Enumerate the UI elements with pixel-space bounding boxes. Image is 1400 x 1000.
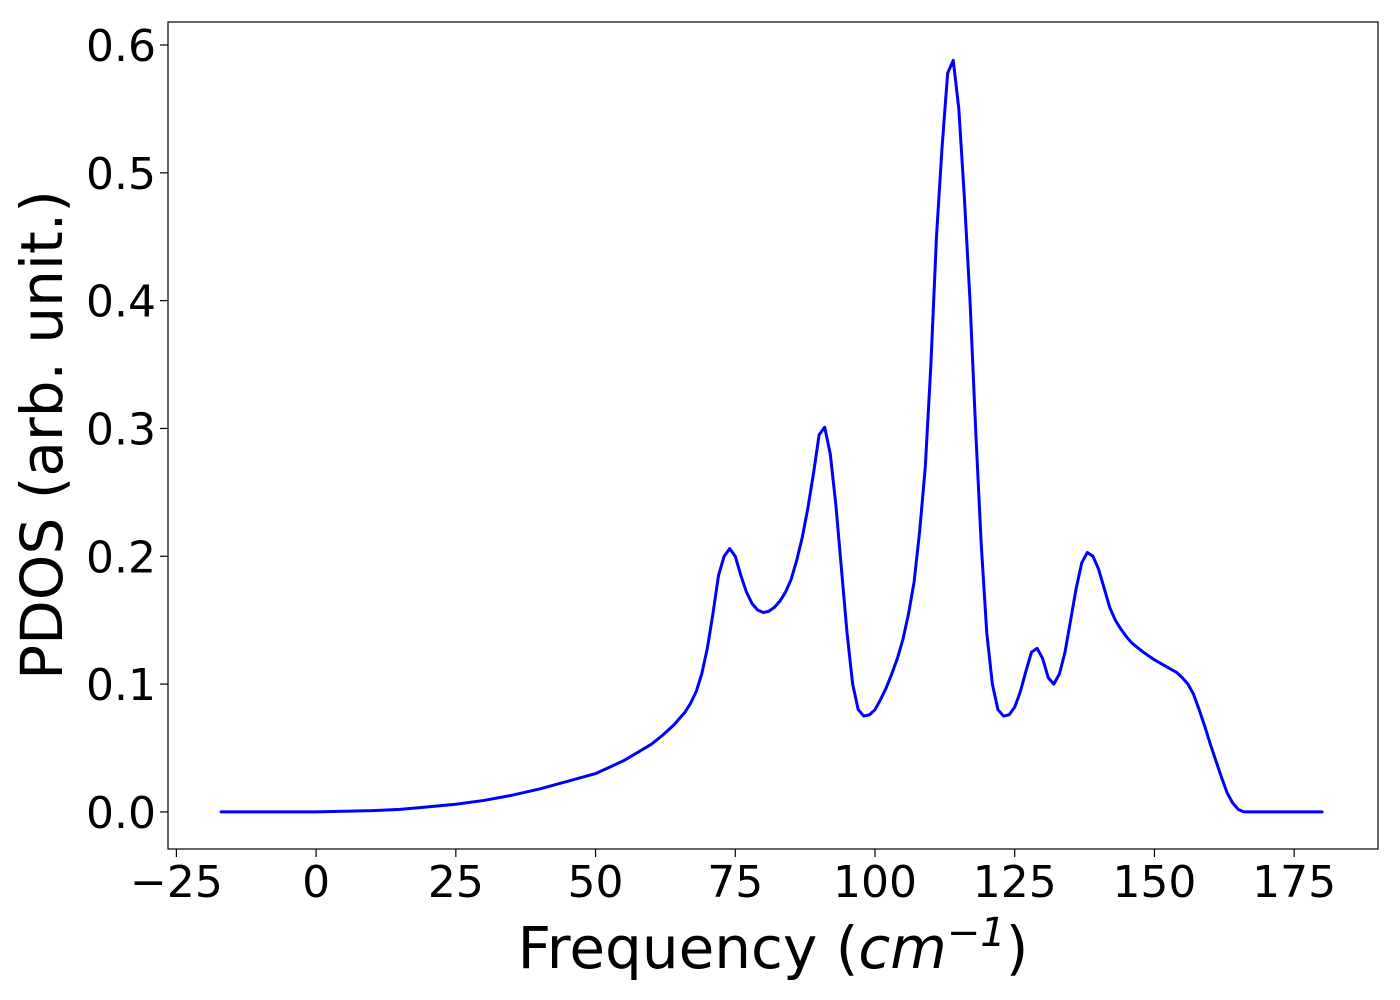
- x-axis-label-exponent: −1: [947, 910, 1006, 956]
- x-axis-label-prefix: Frequency (: [518, 914, 859, 982]
- x-axis-label-unit: cm: [858, 914, 946, 982]
- y-tick-label: 0.4: [86, 277, 156, 328]
- x-tick-label: 125: [973, 857, 1057, 908]
- y-tick-label: 0.5: [86, 149, 156, 200]
- x-tick-label: 100: [833, 857, 917, 908]
- x-axis-label-suffix: ): [1006, 914, 1029, 982]
- plot-frame: [167, 21, 1379, 850]
- y-tick-label: 0.0: [86, 788, 156, 839]
- x-axis-label: Frequency (cm−1): [518, 910, 1029, 982]
- x-tick-label: 50: [568, 857, 624, 908]
- x-tick-label: 0: [302, 857, 330, 908]
- y-tick-label: 0.1: [86, 660, 156, 711]
- y-tick-label: 0.2: [86, 532, 156, 583]
- x-tick-label: 150: [1112, 857, 1196, 908]
- y-axis-label: PDOS (arb. unit.): [8, 190, 76, 680]
- y-axis-ticks: 0.0 0.1 0.2 0.3 0.4 0.5 0.6: [86, 21, 168, 839]
- y-tick-label: 0.6: [86, 21, 156, 72]
- x-axis-ticks: −25 0 25 50 75 100 125 150 175: [130, 849, 1336, 908]
- series-line-0: [219, 58, 1324, 814]
- x-tick-label: 175: [1252, 857, 1336, 908]
- x-tick-label: 75: [707, 857, 763, 908]
- x-tick-label: 25: [428, 857, 484, 908]
- x-tick-label: −25: [130, 857, 223, 908]
- y-tick-label: 0.3: [86, 404, 156, 455]
- plot-area: [167, 21, 1379, 850]
